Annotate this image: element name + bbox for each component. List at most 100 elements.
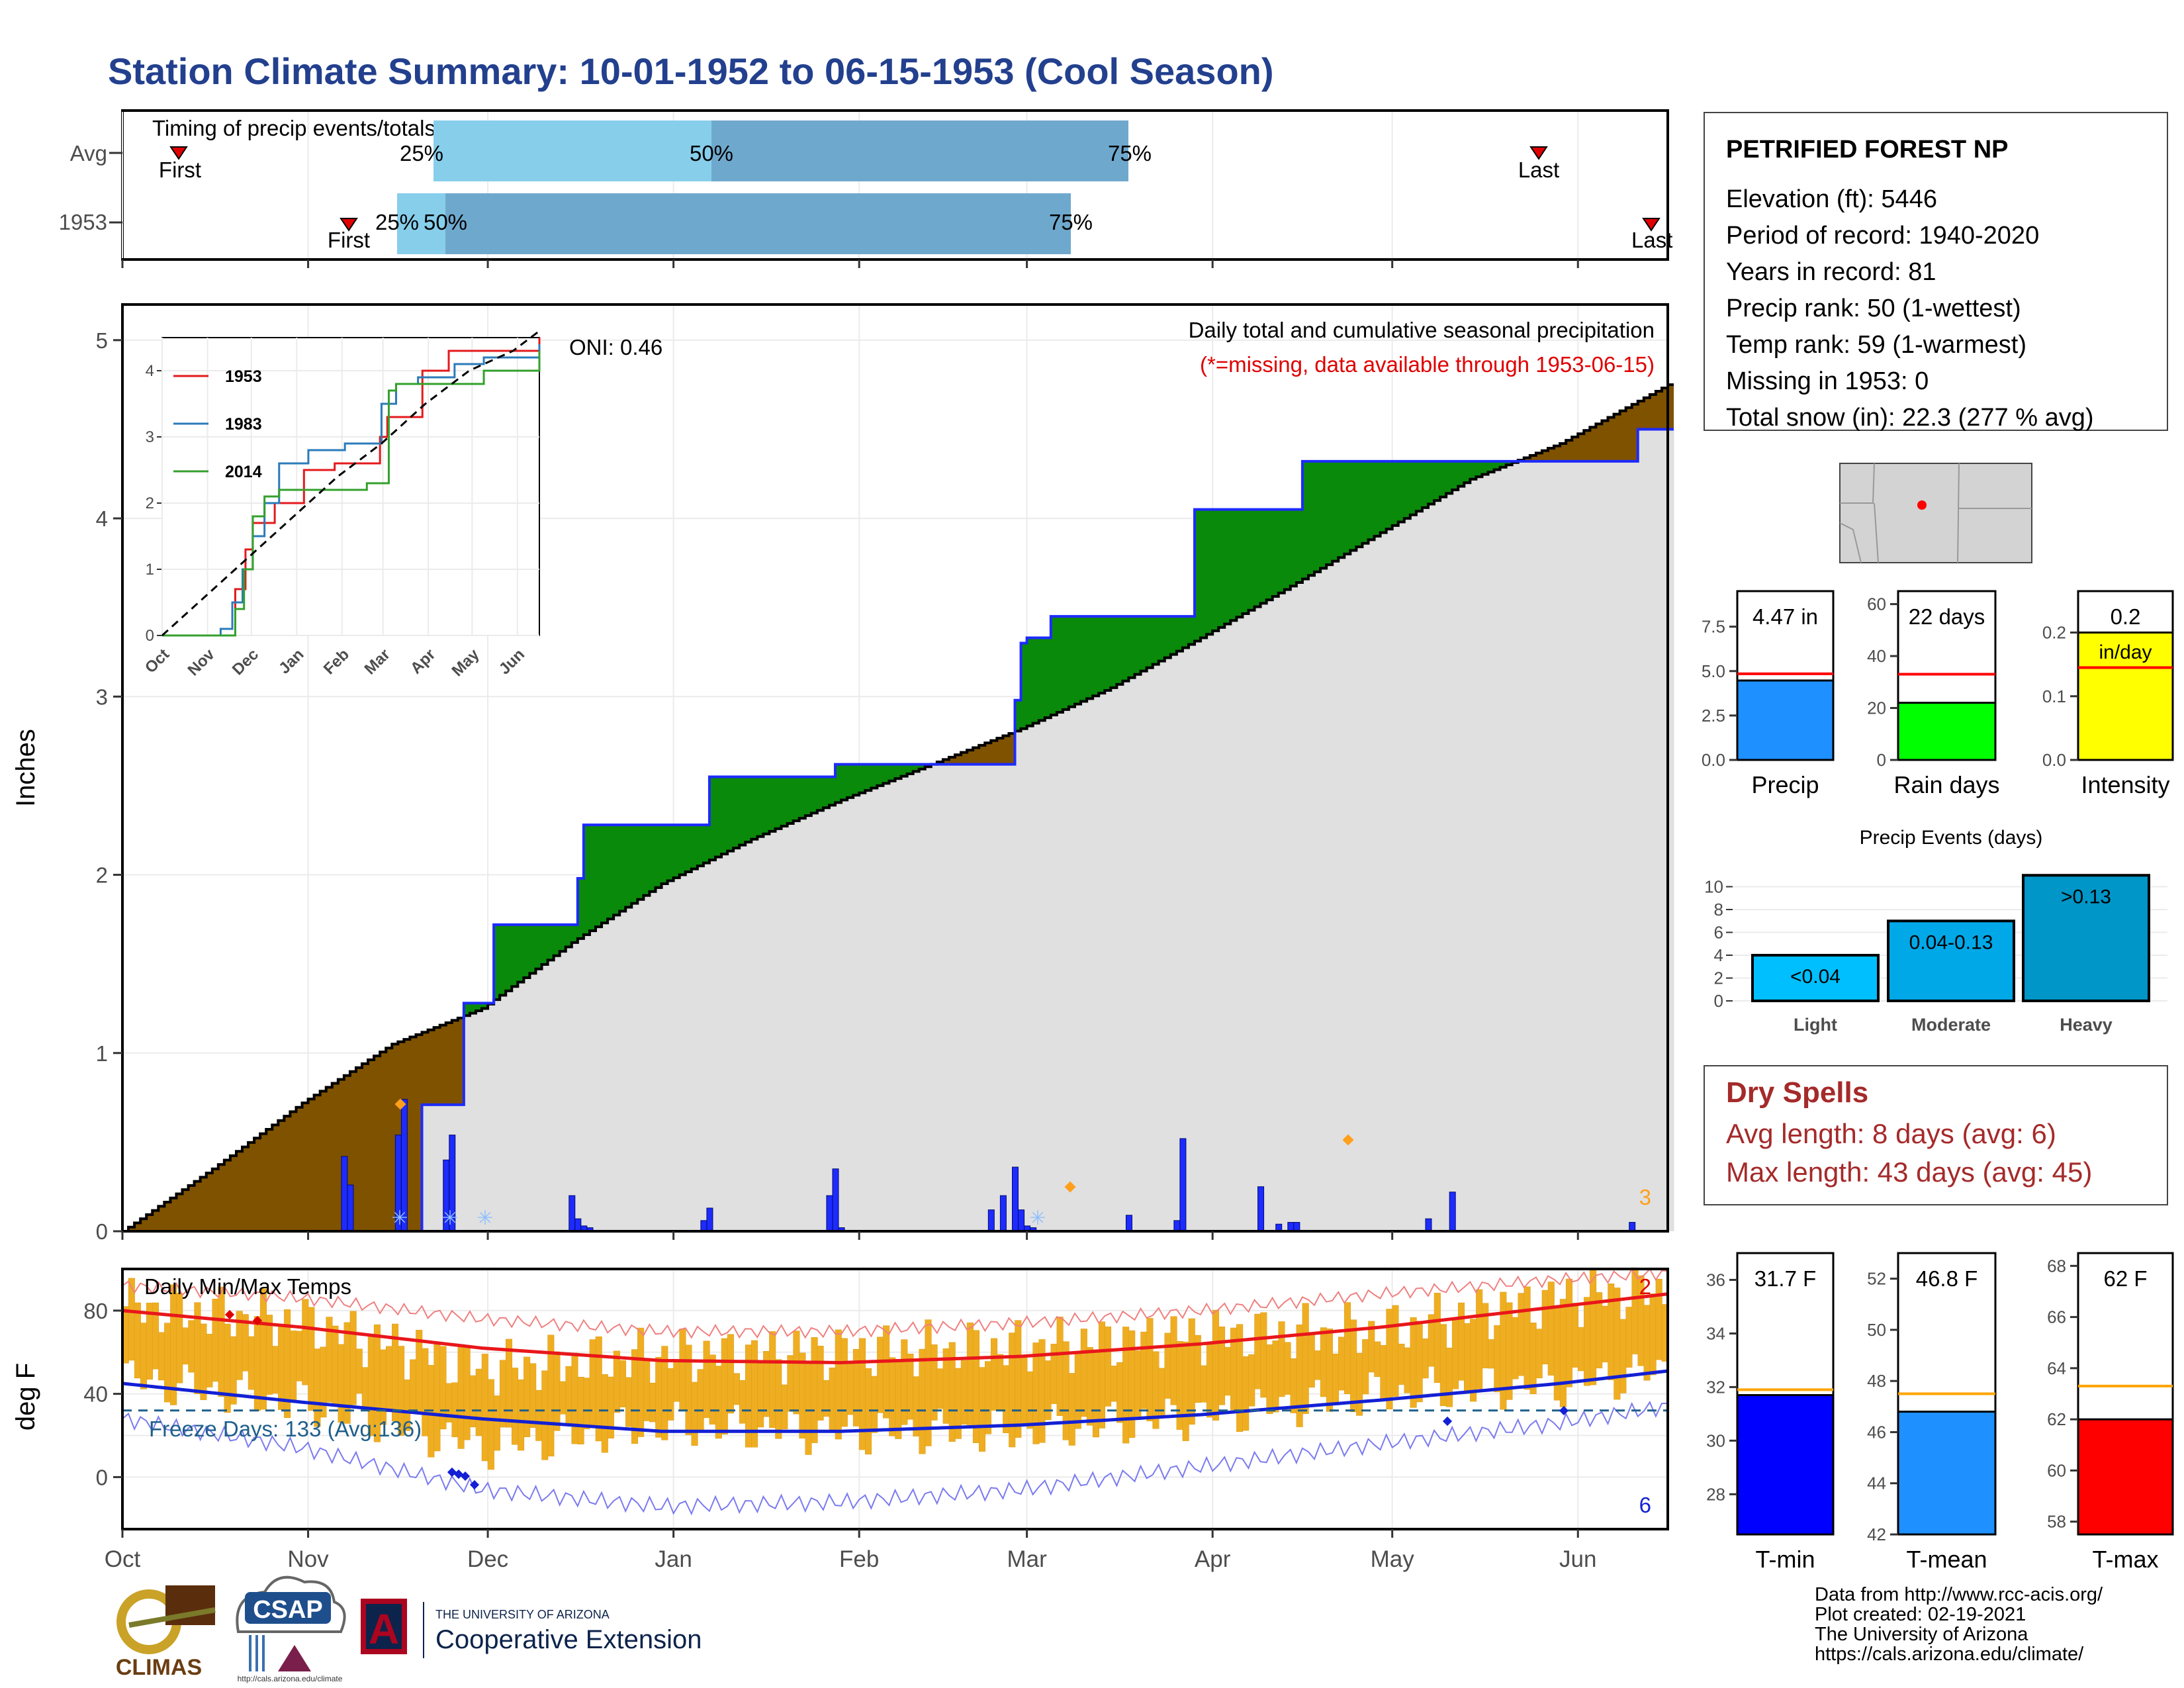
- record-low-line: [122, 1401, 1668, 1516]
- daily-temp-bar: [709, 1354, 716, 1425]
- daily-temp-bar: [1571, 1303, 1578, 1368]
- small-bar-category-label: Intensity: [2081, 771, 2169, 798]
- daily-temp-bar: [332, 1325, 339, 1407]
- small-bar-y-tick-label: 46: [1867, 1422, 1886, 1442]
- temp-bottom-count: 6: [1639, 1493, 1651, 1517]
- daily-temp-bar: [1105, 1326, 1112, 1407]
- daily-temp-bar: [1416, 1321, 1423, 1403]
- first-marker-avg-icon: [169, 146, 188, 160]
- events-category-label: Heavy: [2060, 1015, 2113, 1035]
- daily-temp-bar: [1476, 1289, 1483, 1389]
- oni-value: ONI: 0.46: [569, 335, 662, 359]
- daily-temp-bar: [475, 1368, 482, 1436]
- daily-temp-bar: [1200, 1365, 1207, 1403]
- small-bar-y-tick-label: 34: [1706, 1323, 1725, 1343]
- daily-temp-bar: [637, 1327, 645, 1437]
- small-bar-category-label: T-max: [2092, 1546, 2158, 1573]
- climas-logo: CLIMAS: [116, 1585, 216, 1680]
- first-marker-1953-icon: [340, 218, 358, 232]
- ua-logo-big: Cooperative Extension: [435, 1625, 702, 1654]
- timing-1953-last-label: Last: [1631, 228, 1672, 252]
- daily-temp-bar: [499, 1360, 506, 1428]
- small-bar-y-tick-label: 40: [1867, 646, 1886, 666]
- daily-temp-bar: [1332, 1353, 1339, 1405]
- ua-cooperative-extension-logo: A THE UNIVERSITY OF ARIZONA Cooperative …: [361, 1599, 702, 1658]
- temp-y-tick-label: 0: [96, 1465, 108, 1489]
- snow-icon: ✳: [477, 1207, 493, 1229]
- timing-1953-bar-25-50: [397, 193, 445, 254]
- climas-logo-text: CLIMAS: [116, 1655, 202, 1680]
- precip-y-tick-label: 4: [96, 506, 108, 531]
- station-missing: Missing in 1953: 0: [1726, 367, 1929, 395]
- small-bar-value-label: 22 days: [1909, 604, 1985, 629]
- cumulative-lower-area: [122, 429, 1674, 1231]
- temp-summary-bar: 42 44 46 48 50 52 46.8 F T-mean: [1867, 1252, 1997, 1573]
- temp-panel-title: Daily Min/Max Temps: [144, 1274, 351, 1299]
- daily-temp-bar: [1590, 1269, 1597, 1385]
- daily-temp-bar: [1272, 1340, 1279, 1413]
- daily-temp-bar: [338, 1344, 345, 1423]
- daily-temp-bar: [703, 1340, 710, 1419]
- temp-panel: 0 40 80 Oct Nov Dec Jan Feb Mar Apr May Jun Daily M…: [11, 1267, 1669, 1572]
- daily-temp-bar: [361, 1367, 369, 1410]
- daily-temp-bar: [1470, 1319, 1477, 1402]
- daily-temp-bar: [1314, 1350, 1321, 1380]
- temp-x-tick-label: Nov: [287, 1546, 329, 1572]
- inset-y-tick-label: 4: [146, 362, 154, 380]
- daily-temp-bar: [314, 1348, 321, 1427]
- daily-temp-bar: [1529, 1323, 1537, 1395]
- daily-precip-bar: [1287, 1222, 1295, 1232]
- daily-temp-bar: [1134, 1350, 1142, 1417]
- precip-summary-bar: 0 20 40 60 22 days Rain days: [1867, 590, 2000, 798]
- snow-icon: ✳: [1029, 1207, 1046, 1229]
- daily-temp-bar: [1643, 1305, 1651, 1381]
- footer: CLIMAS CSAP http://cals.arizona.edu/clim…: [116, 1575, 2103, 1683]
- small-bar-value: [1736, 1394, 1835, 1536]
- daily-temp-bar: [1625, 1307, 1633, 1368]
- daily-temp-bar: [739, 1380, 746, 1424]
- daily-temp-bars: [122, 1267, 1668, 1470]
- daily-temp-bar: [1188, 1318, 1195, 1425]
- daily-temp-bar: [589, 1339, 596, 1426]
- daily-temp-bar: [697, 1369, 704, 1432]
- precip-legend-note: (*=missing, data available through 1953-…: [1200, 352, 1655, 377]
- daily-temp-bar: [1290, 1358, 1297, 1413]
- station-elevation: Elevation (ft): 5446: [1726, 185, 1937, 213]
- daily-temp-bar: [206, 1334, 213, 1387]
- daily-temp-bar: [1565, 1278, 1572, 1387]
- daily-precip-bar: [1449, 1192, 1456, 1232]
- daily-temp-bar: [649, 1382, 657, 1423]
- temp-x-tick-label: Jan: [655, 1546, 692, 1572]
- daily-precip-bar: [1293, 1222, 1300, 1232]
- daily-temp-bar: [302, 1299, 309, 1385]
- daily-temp-bar: [835, 1329, 842, 1440]
- precip-events-plot: 0 2 46 8 10 <0.04 Light 0.04-0.13 Moderate >0.13 H…: [1704, 864, 2167, 1035]
- small-bar-y-tick-label: 42: [1867, 1524, 1886, 1544]
- daily-temp-bar: [164, 1323, 171, 1403]
- small-bar-y-tick-label: 60: [1867, 594, 1886, 614]
- small-bar-value: [1897, 1411, 1997, 1536]
- temp-summary-charts: 28 30 32 34 36 31.7 F T-min 42 44 46 48 50 52 46.8 F T…: [1706, 1252, 2174, 1573]
- daily-temp-bar: [1182, 1341, 1189, 1441]
- small-bar-y-tick-label: 52: [1867, 1269, 1886, 1289]
- temp-x-tick-label: Oct: [105, 1546, 141, 1572]
- ua-logo-small: THE UNIVERSITY OF ARIZONA: [435, 1608, 610, 1621]
- small-bar-value-unit: in/day: [2099, 641, 2152, 663]
- daily-temp-bar: [385, 1346, 393, 1413]
- daily-temp-bar: [1512, 1317, 1519, 1380]
- daily-temp-bar: [1608, 1284, 1615, 1380]
- daily-temp-bar: [1021, 1357, 1028, 1425]
- small-bar-y-tick-label: 0.2: [2042, 623, 2066, 643]
- precip-events-chart: Precip Events (days) 0 2 46 8 10 <0.04 Light 0.…: [1704, 827, 2167, 1035]
- daily-temp-bar: [985, 1361, 992, 1434]
- timing-avg-bar-25-50: [433, 120, 711, 181]
- precip-y-tick-label: 3: [96, 684, 108, 709]
- daily-temp-bar: [212, 1298, 219, 1382]
- daily-temp-bar: [1260, 1312, 1267, 1398]
- ua-logo-letter: A: [369, 1605, 399, 1653]
- inset-legend-label: 1953: [225, 367, 262, 386]
- daily-temp-bar: [685, 1344, 692, 1435]
- station-precip-rank: Precip rank: 50 (1-wettest): [1726, 295, 2021, 322]
- daily-temp-bar: [583, 1378, 590, 1430]
- daily-temp-bar: [1254, 1313, 1261, 1389]
